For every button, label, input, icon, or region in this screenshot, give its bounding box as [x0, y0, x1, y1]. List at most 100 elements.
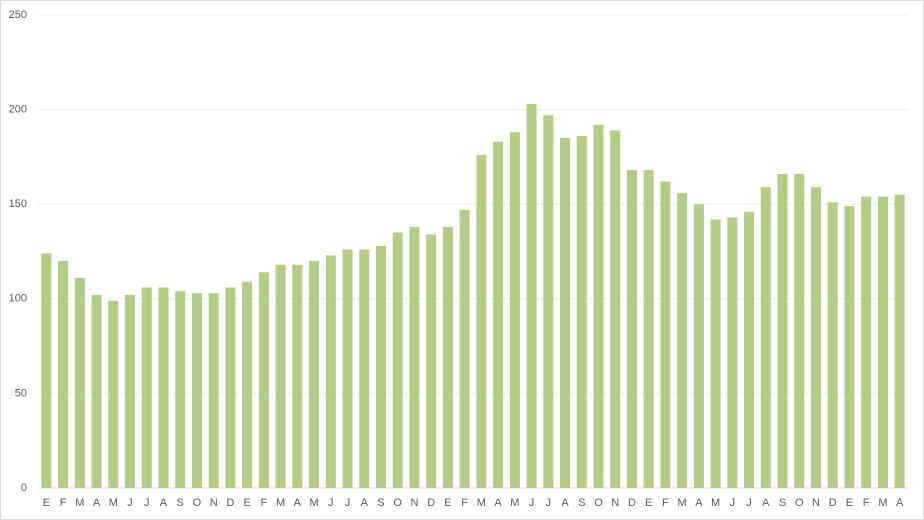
x-tick-label: J [529, 497, 535, 509]
x-tick-label: N [812, 497, 820, 509]
y-tick-label: 200 [9, 104, 27, 116]
x-tick-label: J [345, 497, 351, 509]
x-tick-label: M [711, 497, 720, 509]
x-tick-label: J [328, 497, 334, 509]
x-tick-label: M [477, 497, 486, 509]
bar [560, 137, 571, 489]
y-tick-label: 0 [21, 482, 27, 494]
bar [476, 155, 487, 488]
x-tick-label: N [410, 497, 418, 509]
bar [894, 194, 905, 489]
bar [275, 264, 286, 488]
bar [827, 202, 838, 489]
bar [610, 130, 621, 489]
bar [744, 211, 755, 488]
x-tick-label: S [779, 497, 786, 509]
bar [526, 103, 537, 488]
bar [375, 245, 386, 488]
x-tick-label: J [746, 497, 752, 509]
x-tick-label: O [594, 497, 603, 509]
bar [242, 281, 253, 488]
bar [91, 295, 102, 488]
x-tick-label: A [896, 497, 904, 509]
x-tick-label: E [645, 497, 652, 509]
bar [593, 124, 604, 489]
x-tick-label: M [878, 497, 887, 509]
bar [442, 226, 453, 489]
x-tick-label: D [226, 497, 234, 509]
x-tick-label: F [60, 497, 67, 509]
bar [41, 253, 52, 488]
bar [292, 264, 303, 488]
bar [392, 232, 403, 488]
x-tick-label: M [678, 497, 687, 509]
bar [509, 132, 520, 488]
y-tick-label: 50 [15, 387, 27, 399]
x-tick-label: D [427, 497, 435, 509]
x-tick-label: A [160, 497, 168, 509]
x-tick-label: N [210, 497, 218, 509]
bar [409, 226, 420, 489]
x-tick-label: A [361, 497, 369, 509]
x-tick-label: S [177, 497, 184, 509]
x-tick-label: A [762, 497, 770, 509]
x-tick-label: A [294, 497, 302, 509]
bar [844, 206, 855, 489]
bar [58, 260, 69, 488]
bar [861, 196, 872, 488]
bar [693, 204, 704, 488]
x-tick-label: O [193, 497, 202, 509]
x-tick-label: S [578, 497, 585, 509]
bar [191, 293, 202, 488]
bar [794, 173, 805, 489]
bar [677, 192, 688, 488]
x-tick-label: F [863, 497, 870, 509]
x-tick-label: S [377, 497, 384, 509]
x-tick-label: D [628, 497, 636, 509]
x-tick-label: A [695, 497, 703, 509]
x-tick-label: J [127, 497, 133, 509]
bar [643, 170, 654, 489]
bar [493, 141, 504, 488]
bar [175, 291, 186, 488]
bar [258, 272, 269, 488]
x-tick-label: D [829, 497, 837, 509]
x-tick-label: J [730, 497, 736, 509]
y-tick-label: 150 [9, 198, 27, 210]
x-tick-label: F [260, 497, 267, 509]
x-tick-label: O [795, 497, 804, 509]
bar [342, 249, 353, 488]
bar [777, 173, 788, 489]
bar [543, 115, 554, 488]
y-tick-label: 100 [9, 293, 27, 305]
bar [576, 136, 587, 488]
bar [877, 196, 888, 488]
x-tick-label: A [561, 497, 569, 509]
x-tick-label: F [461, 497, 468, 509]
bar [760, 187, 771, 488]
bar [309, 260, 320, 488]
x-tick-label: E [444, 497, 451, 509]
x-tick-label: E [243, 497, 250, 509]
bar [810, 187, 821, 488]
x-tick-label: J [546, 497, 552, 509]
x-tick-label: E [43, 497, 50, 509]
y-tick-label: 250 [9, 9, 27, 21]
bar [125, 295, 136, 488]
x-tick-label: N [611, 497, 619, 509]
x-tick-label: M [109, 497, 118, 509]
bar [660, 181, 671, 488]
x-tick-label: A [494, 497, 502, 509]
bar [108, 300, 119, 488]
bar [141, 287, 152, 488]
bar [626, 170, 637, 489]
x-tick-label: E [846, 497, 853, 509]
bar [710, 219, 721, 488]
x-tick-label: J [144, 497, 150, 509]
bar [459, 209, 470, 488]
bar [225, 287, 236, 488]
bar [426, 234, 437, 488]
bar [208, 293, 219, 488]
